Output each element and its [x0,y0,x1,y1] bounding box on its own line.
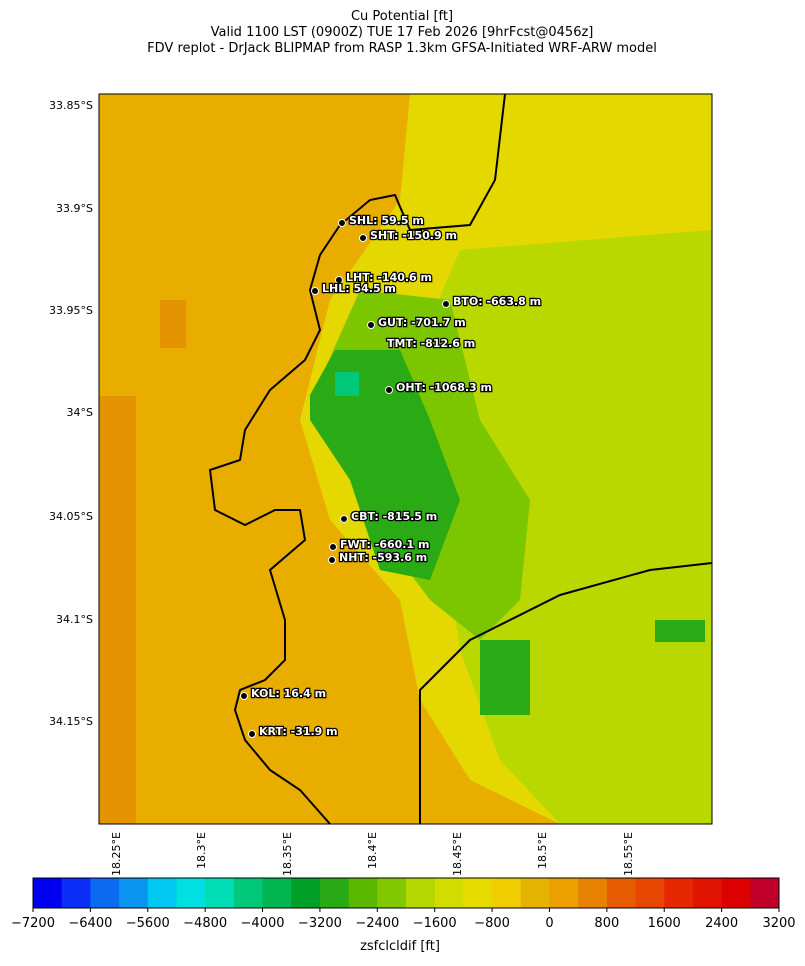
colorbar-label: zsfclcldif [ft] [360,939,440,954]
coastline [208,93,506,825]
station-marker [338,219,346,227]
colorbar-swatch [205,878,235,908]
map [98,93,713,825]
colorbar-tick-label: −1600 [413,916,457,931]
colorbar-swatch [291,878,321,908]
field [480,640,530,715]
station-label: NHT: -593.6 m [339,551,427,564]
colorbar-tick-label: −6400 [68,916,112,931]
lon-label: 18.25°E [110,832,123,876]
colorbar-tick-label: 800 [594,916,619,931]
colorbar-swatch [463,878,493,908]
title-line: Cu Potential [ft] [351,9,453,24]
lat-label: 34.15°S [49,715,93,728]
lat-label: 33.85°S [49,99,93,112]
colorbar-swatch [233,878,264,908]
colorbar-swatch [406,878,436,908]
colorbar-swatch [635,878,665,908]
station-label: LHT: -140.6 m [346,271,432,284]
colorbar-tick-label: −2400 [355,916,399,931]
colorbar-swatch [147,878,177,908]
colorbar-swatch [606,878,637,908]
colorbar-tick-label: −7200 [11,916,55,931]
station-label: OHT: -1068.3 m [396,381,492,394]
station-marker [359,234,367,242]
lat-label: 34.1°S [56,613,93,626]
map-frame [98,93,713,825]
colorbar-tick-label: −4800 [183,916,227,931]
station-label: CBT: -815.5 m [351,510,437,523]
colorbar-swatch [348,878,378,908]
colorbar-swatch [90,878,120,908]
colorbar-tick-label: 0 [545,916,553,931]
colorbar-swatch [520,878,550,908]
lat-label: 34.05°S [49,510,93,523]
colorbar-swatch [578,878,608,908]
station-marker [329,543,337,551]
colorbar-swatch [492,878,522,908]
colorbar-swatch [33,878,63,908]
lon-label: 18.35°E [281,832,294,876]
field [655,620,705,642]
lon-label: 18.4°E [366,832,379,869]
colorbar-swatch [750,878,780,908]
title-line: Valid 1100 LST (0900Z) TUE 17 Feb 2026 [… [211,25,594,40]
colorbar-tick-label: −3200 [298,916,342,931]
colorbar-tick-label: −800 [474,916,510,931]
station-label: FWT: -660.1 m [340,538,429,551]
lon-label: 18.45°E [451,832,464,876]
station-label: BTO: -663.8 m [453,295,541,308]
station-marker [335,276,343,284]
colorbar-tick-label: −4000 [241,916,285,931]
colorbar-swatch [319,878,350,908]
station-label: GUT: -701.7 m [378,316,466,329]
station-marker [340,515,348,523]
colorbar-swatch [434,878,464,908]
station-label: TMT: -812.6 m [387,337,475,350]
colorbar-swatch [721,878,751,908]
station-marker [385,386,393,394]
station-label: KOL: 16.4 m [251,687,326,700]
station-marker [442,300,450,308]
colorbar-swatch [176,878,206,908]
field [335,372,359,396]
field [99,396,136,824]
colorbar-swatch [61,878,91,908]
field [310,350,460,580]
station-label: KRT: -31.9 m [259,725,338,738]
colorbar-tick-label: −5600 [126,916,170,931]
station-label: SHL: 59.5 m [349,214,424,227]
station-marker [367,321,375,329]
lon-label: 18.55°E [622,832,635,876]
colorbar-swatch [262,878,292,908]
station-marker [311,287,319,295]
lat-label: 33.95°S [49,304,93,317]
lat-label: 34°S [67,406,93,419]
colorbar-swatch [119,878,149,908]
title-line: FDV replot - DrJack BLIPMAP from RASP 1.… [147,41,657,56]
station-marker [240,692,248,700]
colorbar-tick-label: 3200 [762,916,795,931]
colorbar-swatch [377,878,407,908]
lon-label: 18.3°E [195,832,208,869]
colorbar-frame [32,877,780,909]
colorbar-tick-label: 1600 [648,916,681,931]
colorbar-swatch [549,878,579,908]
field [160,300,186,348]
lon-label: 18.5°E [536,832,549,869]
station-marker [328,556,336,564]
boundary [419,562,713,824]
colorbar-swatch [664,878,694,908]
colorbar-swatch [692,878,723,908]
lat-label: 33.9°S [56,202,93,215]
station-label: LHL: 54.5 m [322,282,396,295]
station-label: SHT: -150.9 m [370,229,457,242]
station-marker [248,730,256,738]
colorbar-tick-label: 2400 [705,916,738,931]
